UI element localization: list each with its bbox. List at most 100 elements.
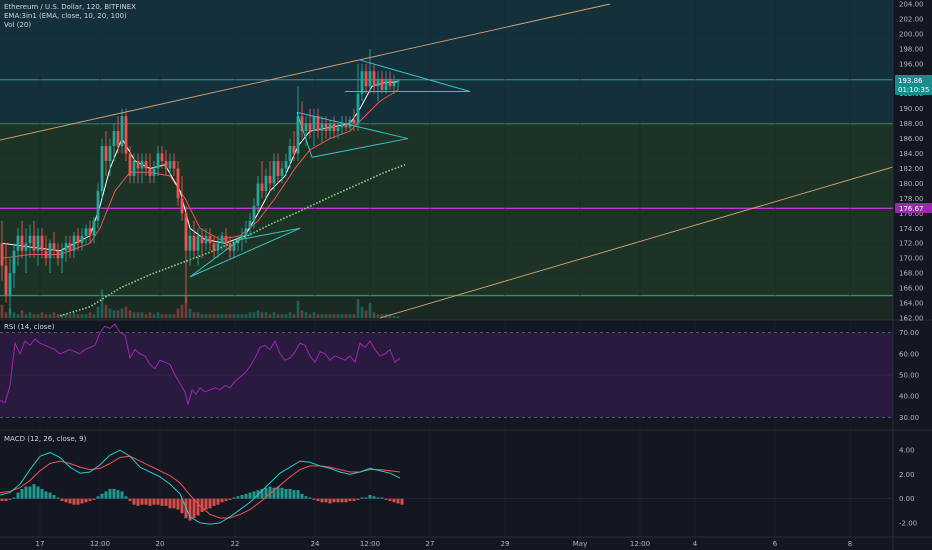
candle-body	[240, 235, 244, 240]
macd-axis[interactable]: 4.00 2.00 0.00 -2.00	[899, 447, 917, 528]
macd-histogram-bar	[220, 498, 224, 503]
volume-bar	[356, 299, 360, 318]
volume-bar	[260, 312, 264, 318]
candle	[152, 161, 156, 184]
candle	[224, 228, 228, 251]
candle	[280, 161, 284, 184]
candle	[52, 232, 56, 259]
volume-legend[interactable]: Vol (20)	[4, 21, 31, 29]
candle-body	[148, 168, 152, 176]
macd-histogram-bar	[72, 498, 76, 505]
candle-body	[372, 71, 376, 87]
ema-legend[interactable]: EMA:3in1 (EMA, close, 10, 20, 100)	[4, 12, 127, 20]
macd-histogram-bar	[4, 498, 8, 502]
price-axis[interactable]: 204.00202.00200.00198.00196.00194.00192.…	[899, 1, 924, 323]
macd-histogram-bar	[168, 498, 172, 509]
price-axis-label: 162.00	[899, 315, 924, 323]
macd-histogram-bar	[224, 498, 228, 502]
candle	[364, 63, 368, 94]
candle	[316, 108, 320, 139]
candle-body	[116, 131, 120, 147]
candle-body	[244, 228, 248, 236]
volume-bar	[32, 314, 36, 318]
volume-bar	[16, 314, 20, 318]
volume-bar	[220, 314, 224, 318]
rsi-title[interactable]: RSI (14, close)	[4, 323, 55, 331]
volume-bar	[344, 314, 348, 318]
candlesticks	[0, 48, 400, 315]
candle	[136, 153, 140, 184]
zone-lower	[0, 295, 893, 320]
volume-bars	[0, 289, 400, 318]
volume-bar	[376, 314, 380, 318]
time-axis-label: May	[573, 540, 587, 548]
macd-histogram-bar	[16, 492, 20, 499]
price-axis-label: 176.00	[899, 210, 924, 218]
candle	[200, 228, 204, 259]
grid-lines	[0, 0, 893, 537]
current-price-label: 193.86	[898, 77, 923, 85]
volume-bar	[324, 314, 328, 318]
candle	[36, 228, 40, 266]
time-axis-label: 12:00	[360, 540, 380, 548]
macd-histogram-bar	[112, 488, 116, 499]
time-axis-label: 8	[848, 540, 852, 548]
rsi-axis[interactable]: 70.00 60.00 50.00 40.00 30.00	[899, 329, 919, 422]
candle	[312, 108, 316, 147]
volume-bar	[348, 314, 352, 318]
candle	[232, 239, 236, 259]
candle-body	[360, 71, 364, 94]
volume-bar	[40, 312, 44, 318]
time-axis[interactable]: 17 12:00 20 22 24 12:00 27 29 May 12:00 4 6 8	[36, 540, 853, 548]
candle-body	[316, 116, 320, 132]
volume-bar	[248, 312, 252, 318]
candle-body	[112, 131, 116, 147]
macd-axis-label: 0.00	[899, 495, 915, 503]
candle	[168, 153, 172, 176]
candle-body	[248, 220, 252, 229]
volume-bar	[100, 289, 104, 318]
price-axis-label: 166.00	[899, 285, 924, 293]
time-axis-label: 27	[426, 540, 435, 548]
candle-body	[172, 161, 176, 169]
candle	[68, 235, 72, 259]
volume-bar	[12, 312, 16, 318]
candle-body	[396, 79, 400, 83]
time-axis-label: 4	[693, 540, 698, 548]
volume-bar	[388, 314, 392, 318]
candle-body	[324, 123, 328, 132]
macd-histogram-bar	[96, 496, 100, 499]
macd-histogram-bar	[364, 497, 368, 499]
macd-histogram-bar	[56, 497, 60, 499]
candle	[272, 153, 276, 191]
macd-histogram-bar	[380, 497, 384, 499]
symbol-title[interactable]: Ethereum / U.S. Dollar, 120, BITFINEX	[4, 3, 136, 11]
macd-histogram-bar	[388, 498, 392, 502]
volume-bar	[228, 314, 232, 318]
candle-body	[368, 71, 372, 87]
macd-histogram-bar	[132, 498, 136, 505]
candle-body	[200, 235, 204, 244]
volume-bar	[264, 312, 268, 318]
candle-body	[224, 235, 228, 244]
macd-histogram-bar	[160, 498, 164, 506]
macd-histogram-bar	[324, 498, 328, 503]
volume-bar	[284, 314, 288, 318]
candle	[352, 108, 356, 132]
volume-bar	[320, 314, 324, 318]
candle	[92, 217, 96, 244]
candle	[348, 116, 352, 132]
volume-bar	[268, 314, 272, 318]
trendline	[379, 166, 894, 319]
candle-body	[152, 168, 156, 176]
candle-body	[388, 78, 392, 87]
candle-body	[340, 123, 344, 128]
candle	[124, 108, 128, 161]
price-axis-label: 164.00	[899, 300, 924, 308]
macd-title[interactable]: MACD (12, 26, close, 9)	[4, 435, 87, 443]
macd-histogram-bar	[348, 498, 352, 502]
volume-bar	[244, 314, 248, 318]
price-axis-label: 182.00	[899, 165, 924, 173]
candle-body	[320, 123, 324, 132]
candle-body	[292, 146, 296, 154]
